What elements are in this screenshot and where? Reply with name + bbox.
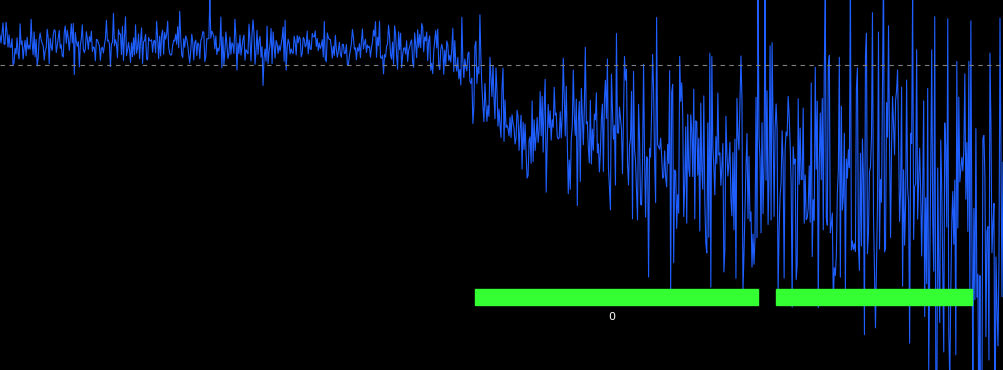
Bar — [775, 289, 971, 305]
Text: 0: 0 — [608, 312, 614, 322]
Bar — [474, 289, 757, 305]
